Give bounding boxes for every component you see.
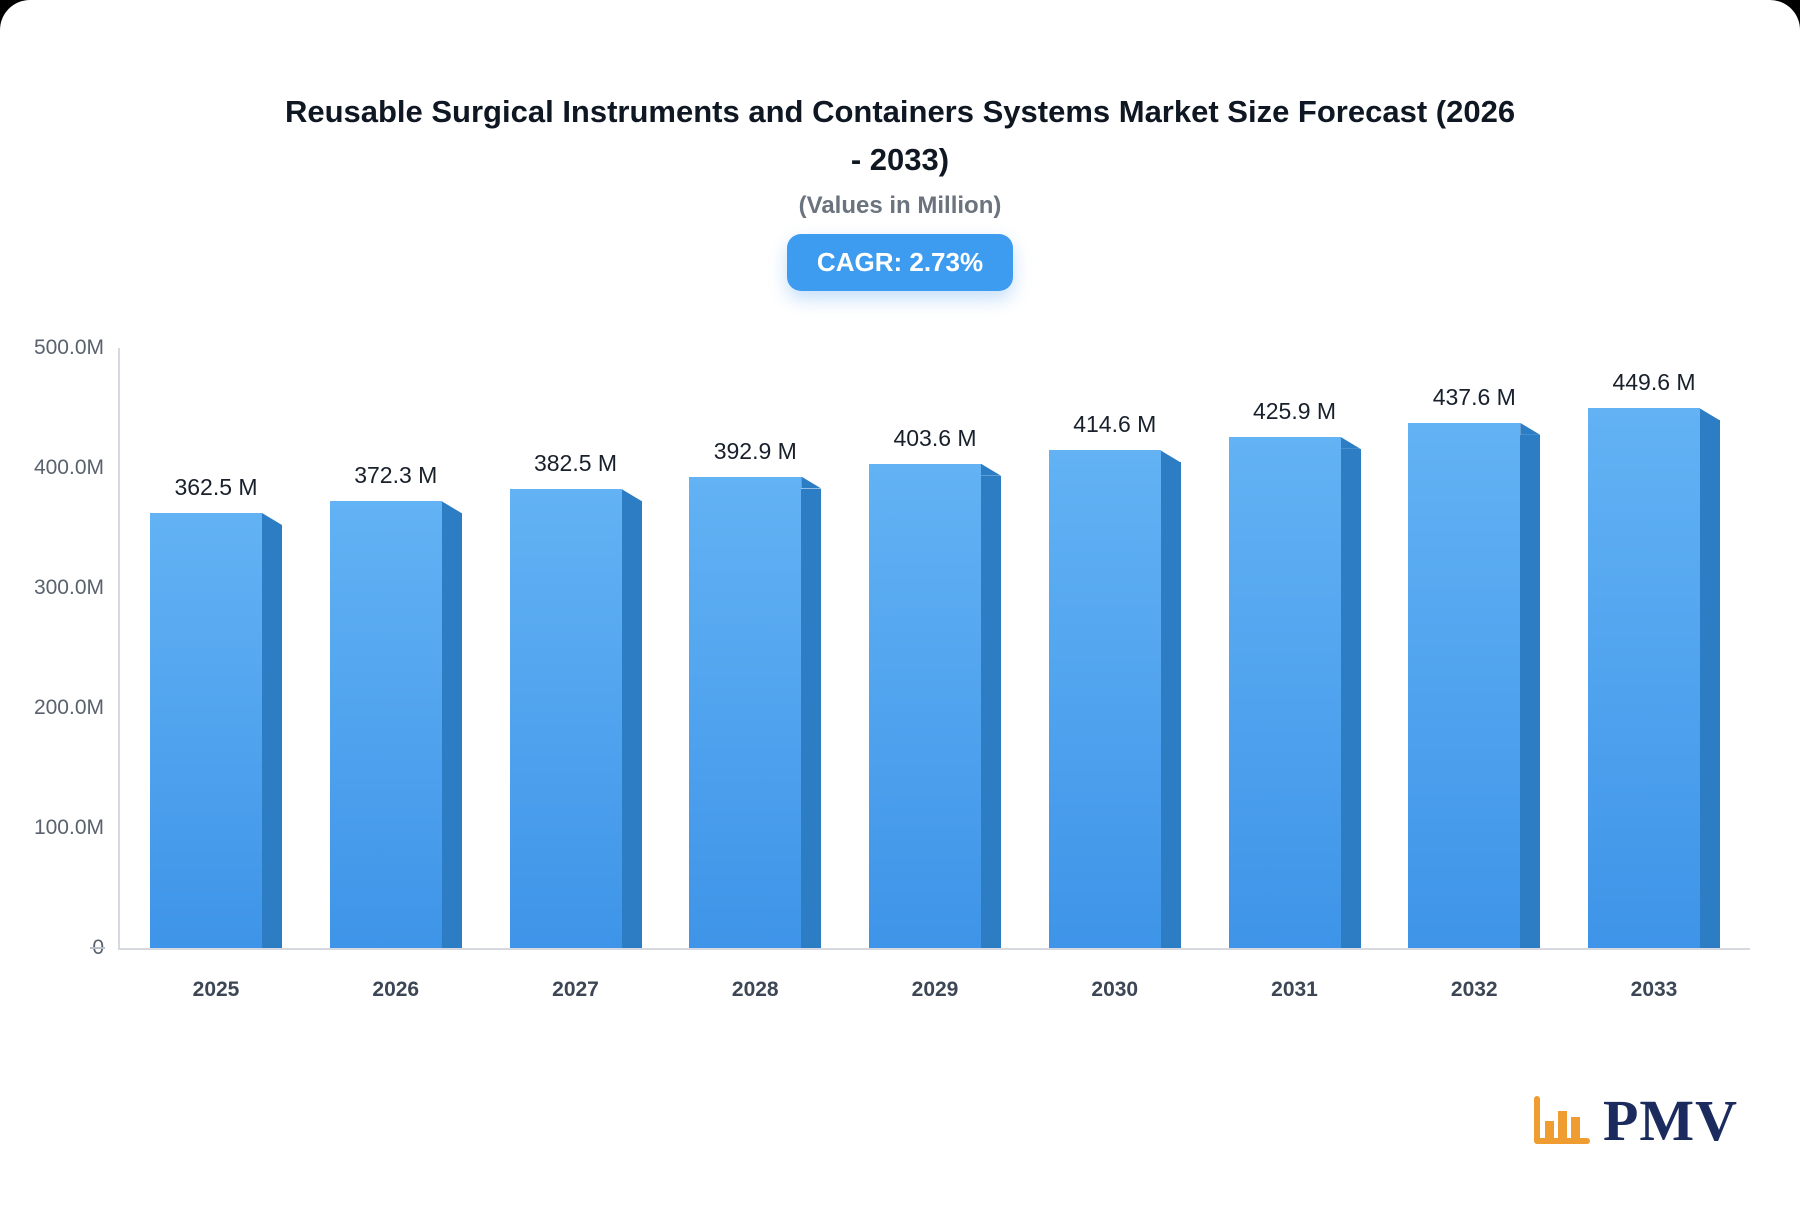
chart-title-line1: Reusable Surgical Instruments and Contai… [284, 94, 1516, 129]
bar-value-label: 372.3 M [354, 462, 438, 489]
bar-top-bevel [621, 489, 642, 501]
bar-front-face [509, 489, 622, 948]
bar: 372.3 M [329, 462, 462, 948]
bar-chart-logo-icon [1533, 1096, 1590, 1144]
y-tick-label: 500.0M [33, 336, 104, 359]
zero-tick-mark [90, 947, 105, 949]
bar-value-label: 449.6 M [1612, 369, 1696, 396]
chart-header: Reusable Surgical Instruments and Contai… [0, 88, 1800, 292]
bar-front-face [1408, 422, 1521, 948]
bar-top-bevel [262, 513, 282, 525]
x-axis-label: 2029 [911, 978, 959, 1001]
x-axis-label: 2028 [731, 978, 779, 1001]
bar-cell: 372.3 M 2026 [329, 348, 462, 1001]
bar-side-face [1700, 420, 1720, 948]
bar-top-bevel [981, 463, 1001, 476]
x-axis-label: 2033 [1630, 978, 1678, 1001]
bar-front-face [869, 463, 981, 948]
bar-value-label: 425.9 M [1252, 397, 1337, 424]
bar-cell: 425.9 M 2031 [1228, 348, 1361, 1001]
cagr-badge: CAGR: 2.73% [786, 234, 1014, 292]
bar-side-face [262, 525, 282, 948]
brand-logo-text: PMV [1602, 1088, 1738, 1153]
bar: 362.5 M [150, 474, 282, 948]
bar: 382.5 M [509, 450, 642, 948]
bar-front-face [689, 476, 802, 948]
bar-side-face [981, 475, 1001, 948]
bar-value-label: 392.9 M [713, 437, 797, 464]
bar-cell: 414.6 M 2030 [1048, 348, 1181, 1001]
bar-front-face [329, 501, 442, 948]
x-axis-label: 2025 [192, 978, 240, 1001]
bar: 403.6 M [869, 425, 1001, 948]
bar-top-bevel [1160, 450, 1181, 463]
bar-front-face [1228, 436, 1341, 948]
y-tick-label: 400.0M [33, 456, 104, 479]
chart-subtitle: (Values in Million) [798, 192, 1002, 220]
plot-area: 362.5 M 2025 372.3 M 2026 382.5 M 2027 392.9 M… [118, 348, 1750, 1001]
bar-side-face [801, 488, 822, 948]
bar-side-face [1340, 448, 1361, 948]
bar: 414.6 M [1048, 411, 1181, 948]
bar-side-face [621, 501, 642, 948]
chart-title-line2: - 2033) [850, 142, 950, 178]
brand-logo: PMV [1529, 1092, 1738, 1150]
bar-value-label: 437.6 M [1432, 383, 1516, 410]
bar: 437.6 M [1408, 384, 1541, 948]
bar: 425.9 M [1228, 398, 1361, 948]
bar: 392.9 M [689, 438, 822, 948]
bar-cell: 449.6 M 2033 [1588, 348, 1720, 1001]
bar-top-bevel [1520, 422, 1541, 435]
bar-front-face [150, 513, 262, 948]
x-axis-label: 2026 [372, 978, 420, 1001]
bar-side-face [441, 513, 462, 948]
bar-side-face [1520, 434, 1541, 948]
bar-value-label: 362.5 M [174, 474, 258, 500]
bar-front-face [1048, 450, 1161, 948]
bar-value-label: 414.6 M [1073, 411, 1157, 438]
y-tick-label: 200.0M [33, 696, 104, 719]
y-tick-label: 300.0M [33, 576, 104, 599]
x-axis-label: 2027 [552, 978, 599, 1001]
bar-top-bevel [441, 501, 462, 514]
y-tick-label: 100.0M [33, 816, 104, 839]
x-axis-label: 2030 [1091, 978, 1139, 1001]
bars-row: 362.5 M 2025 372.3 M 2026 382.5 M 2027 392.9 M… [120, 348, 1750, 1001]
bar-top-bevel [801, 476, 822, 489]
x-axis-label: 2031 [1271, 978, 1318, 1001]
bar-cell: 392.9 M 2028 [689, 348, 822, 1001]
bar: 449.6 M [1588, 369, 1720, 948]
bar-front-face [1588, 408, 1700, 948]
bar-side-face [1160, 462, 1181, 948]
bar-cell: 362.5 M 2025 [150, 348, 282, 1001]
x-axis-label: 2032 [1450, 978, 1498, 1001]
bar-cell: 403.6 M 2029 [869, 348, 1001, 1001]
bar-value-label: 382.5 M [533, 450, 618, 476]
bar-cell: 382.5 M 2027 [509, 348, 642, 1001]
bar-cell: 437.6 M 2032 [1408, 348, 1541, 1001]
bar-value-label: 403.6 M [893, 424, 977, 451]
bar-top-bevel [1340, 436, 1361, 449]
bar-top-bevel [1700, 408, 1720, 421]
chart-title: Reusable Surgical Instruments and Contai… [0, 88, 1800, 184]
